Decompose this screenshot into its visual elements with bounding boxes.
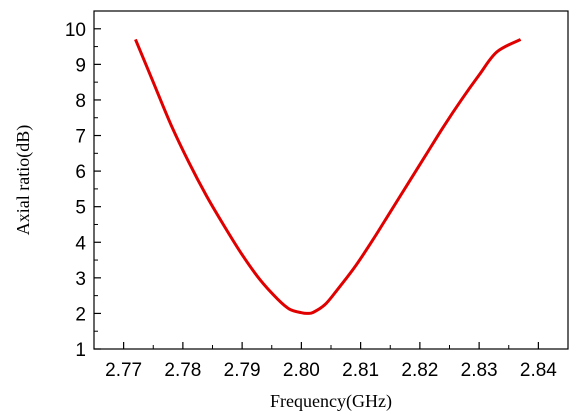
x-tick-label: 2.78 (164, 360, 201, 381)
y-tick-label: 2 (75, 304, 86, 325)
y-tick-label: 5 (75, 198, 86, 219)
y-tick-label: 1 (75, 340, 86, 361)
y-tick-label: 7 (75, 127, 86, 148)
x-tick-label: 2.84 (520, 360, 557, 381)
x-tick-label: 2.82 (401, 360, 438, 381)
y-tick-label: 10 (65, 20, 86, 41)
y-axis-title: Axial ratio(dB) (13, 125, 34, 235)
y-axis: 1 2 3 4 5 6 7 8 9 10 (65, 20, 101, 361)
y-tick-label: 3 (75, 269, 86, 290)
y-tick-label: 4 (75, 233, 86, 254)
x-tick-label: 2.81 (342, 360, 379, 381)
x-tick-label: 2.79 (224, 360, 261, 381)
x-tick-label: 2.77 (105, 360, 142, 381)
x-tick-label: 2.83 (461, 360, 498, 381)
x-axis: 2.77 2.78 2.79 2.80 2.81 2.82 2.83 2.84 (105, 342, 569, 381)
y-tick-label: 6 (75, 162, 86, 183)
x-axis-title: Frequency(GHz) (270, 391, 392, 412)
y-tick-label: 8 (75, 91, 86, 112)
y-tick-label: 9 (75, 55, 86, 76)
series-line (134, 38, 522, 315)
series-layer (134, 38, 522, 315)
x-tick-label: 2.80 (283, 360, 320, 381)
